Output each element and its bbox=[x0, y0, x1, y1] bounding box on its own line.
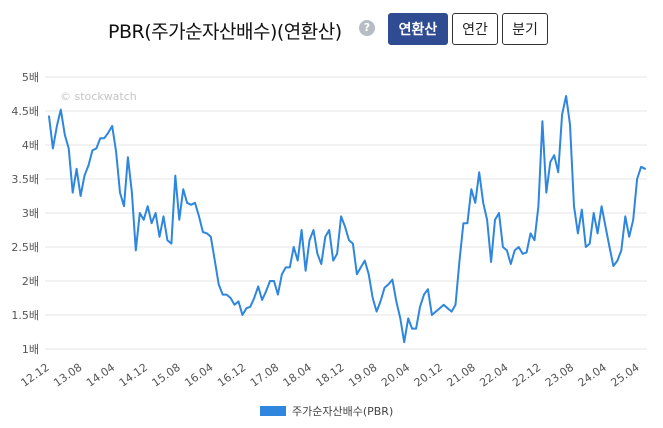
x-axis: 12.12 13.08 14.04 14.12 15.08 16.04 16.12 17.08… bbox=[18, 361, 641, 390]
x-tick-label: 22.12 bbox=[510, 361, 543, 390]
x-tick-label: 17.08 bbox=[248, 361, 281, 390]
x-tick-label: 19.08 bbox=[346, 361, 379, 390]
y-tick-label: 4배 bbox=[22, 139, 39, 152]
x-tick-label: 24.04 bbox=[576, 361, 609, 390]
x-tick-label: 18.12 bbox=[313, 361, 346, 390]
x-tick-label: 20.04 bbox=[379, 361, 412, 390]
x-tick-label: 23.08 bbox=[543, 361, 576, 390]
x-tick-label: 16.12 bbox=[215, 361, 248, 390]
annualized-button[interactable]: 연환산 bbox=[388, 13, 448, 45]
x-tick-label: 13.08 bbox=[51, 361, 84, 390]
y-tick-label: 2.5배 bbox=[11, 241, 39, 254]
y-tick-label: 3.5배 bbox=[11, 173, 39, 186]
y-tick-label: 5배 bbox=[22, 71, 39, 84]
x-tick-label: 12.12 bbox=[18, 361, 51, 390]
legend[interactable]: 주가순자산배수(PBR) bbox=[260, 403, 393, 419]
y-tick-label: 1배 bbox=[22, 343, 39, 356]
y-tick-label: 4.5배 bbox=[11, 105, 39, 118]
yearly-button[interactable]: 연간 bbox=[452, 13, 498, 45]
watermark: © stockwatch bbox=[60, 90, 137, 103]
quarterly-button[interactable]: 분기 bbox=[502, 13, 548, 45]
series-line-pbr bbox=[48, 95, 646, 344]
x-tick-label: 16.04 bbox=[182, 361, 215, 390]
chart-header: PBR(주가순자산배수)(연환산) ? 연환산 연간 분기 bbox=[0, 10, 663, 50]
x-tick-label: 18.04 bbox=[281, 361, 314, 390]
x-tick-label: 14.12 bbox=[117, 361, 150, 390]
help-icon[interactable]: ? bbox=[359, 20, 375, 36]
x-tick-label: 22.04 bbox=[477, 361, 510, 390]
y-tick-label: 3배 bbox=[22, 207, 39, 220]
x-tick-label: 21.08 bbox=[445, 361, 478, 390]
chart-title: PBR(주가순자산배수)(연환산) bbox=[108, 21, 342, 43]
x-tick-label: 25.04 bbox=[608, 361, 641, 390]
x-tick-label: 14.04 bbox=[84, 361, 117, 390]
x-tick-label: 15.08 bbox=[150, 361, 183, 390]
y-tick-label: 1.5배 bbox=[11, 309, 39, 322]
legend-label: 주가순자산배수(PBR) bbox=[292, 405, 394, 418]
legend-swatch bbox=[260, 406, 286, 416]
y-axis: 1배 1.5배 2배 2.5배 3배 3.5배 4배 4.5배 5배 bbox=[11, 71, 39, 356]
grid-layer bbox=[45, 76, 647, 350]
x-tick-label: 20.12 bbox=[412, 361, 445, 390]
y-tick-label: 2배 bbox=[22, 275, 39, 288]
